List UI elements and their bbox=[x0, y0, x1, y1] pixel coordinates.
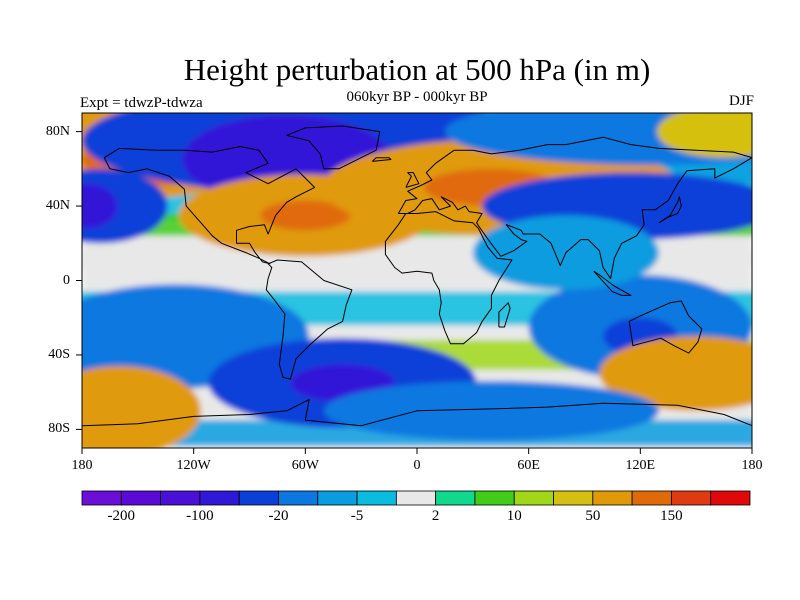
colorbar-label: -5 bbox=[350, 508, 364, 524]
anomaly-region bbox=[657, 113, 752, 158]
colorbar-swatch bbox=[160, 490, 201, 506]
colorbar-swatch bbox=[81, 490, 122, 506]
lon-tick-label: 120W bbox=[176, 458, 211, 473]
coastline bbox=[593, 270, 632, 296]
lon-tick-label: 120E bbox=[625, 458, 656, 473]
colorbar-label: -20 bbox=[268, 508, 289, 524]
anomaly-region bbox=[323, 381, 659, 441]
lon-tick-label: 180 bbox=[71, 458, 93, 473]
anomaly-region bbox=[82, 366, 202, 448]
colorbar-swatch bbox=[395, 490, 437, 506]
colorbar-swatch bbox=[435, 490, 476, 506]
coastline bbox=[371, 157, 392, 162]
colorbar-label: 50 bbox=[585, 508, 601, 524]
coastline bbox=[82, 399, 752, 427]
coastline bbox=[405, 172, 420, 188]
lat-tick-label: 40S bbox=[48, 346, 70, 362]
anomaly-region bbox=[82, 183, 118, 229]
season-label: DJF bbox=[728, 93, 754, 109]
coastline bbox=[658, 196, 682, 224]
colorbar-swatch bbox=[317, 490, 358, 506]
coastline bbox=[265, 259, 353, 380]
colorbar-swatch bbox=[120, 490, 161, 506]
map-subtitle: 060kyr BP - 000kyr BP bbox=[346, 89, 488, 105]
colorbar-swatch bbox=[513, 490, 554, 506]
colorbar-label: 2 bbox=[431, 508, 440, 524]
anomaly-region bbox=[260, 200, 351, 231]
anomaly-band bbox=[82, 248, 752, 268]
colorbar-swatch bbox=[553, 490, 594, 506]
colorbar-swatch bbox=[710, 490, 751, 506]
coastline bbox=[397, 136, 752, 280]
coastline bbox=[628, 300, 703, 354]
lat-tick-label: 40N bbox=[45, 198, 70, 214]
colorbar-label: -100 bbox=[186, 508, 214, 524]
colorbar-label: 10 bbox=[506, 508, 522, 524]
coastline bbox=[384, 211, 513, 345]
anomaly-field bbox=[82, 113, 752, 448]
lat-tick-label: 0 bbox=[63, 272, 70, 288]
colorbar-swatch bbox=[631, 490, 672, 506]
lon-tick-label: 60W bbox=[291, 458, 319, 473]
coastline bbox=[286, 125, 381, 170]
lat-tick-label: 80N bbox=[45, 123, 70, 139]
colorbar-swatch bbox=[278, 490, 319, 506]
colorbar-swatch bbox=[592, 490, 633, 506]
lon-tick-label: 60E bbox=[517, 458, 540, 473]
colorbar-swatch bbox=[356, 490, 397, 506]
map-title: Height perturbation at 500 hPa (in m) bbox=[183, 52, 651, 87]
coastline bbox=[498, 302, 511, 328]
anomaly-region bbox=[599, 336, 752, 411]
colorbar-swatch bbox=[238, 490, 279, 506]
colorbar-label: 150 bbox=[660, 508, 683, 524]
experiment-label: Expt = tdwzP-tdwza bbox=[80, 95, 203, 111]
lon-tick-label: 180 bbox=[741, 458, 763, 473]
lat-tick-label: 80S bbox=[48, 421, 70, 437]
coastline bbox=[103, 146, 316, 265]
colorbar-swatch bbox=[474, 490, 515, 506]
colorbar-label: -200 bbox=[107, 508, 136, 524]
colorbar-swatch bbox=[671, 490, 712, 506]
lon-tick-label: 0 bbox=[413, 458, 421, 473]
colorbar-swatch bbox=[199, 490, 240, 506]
